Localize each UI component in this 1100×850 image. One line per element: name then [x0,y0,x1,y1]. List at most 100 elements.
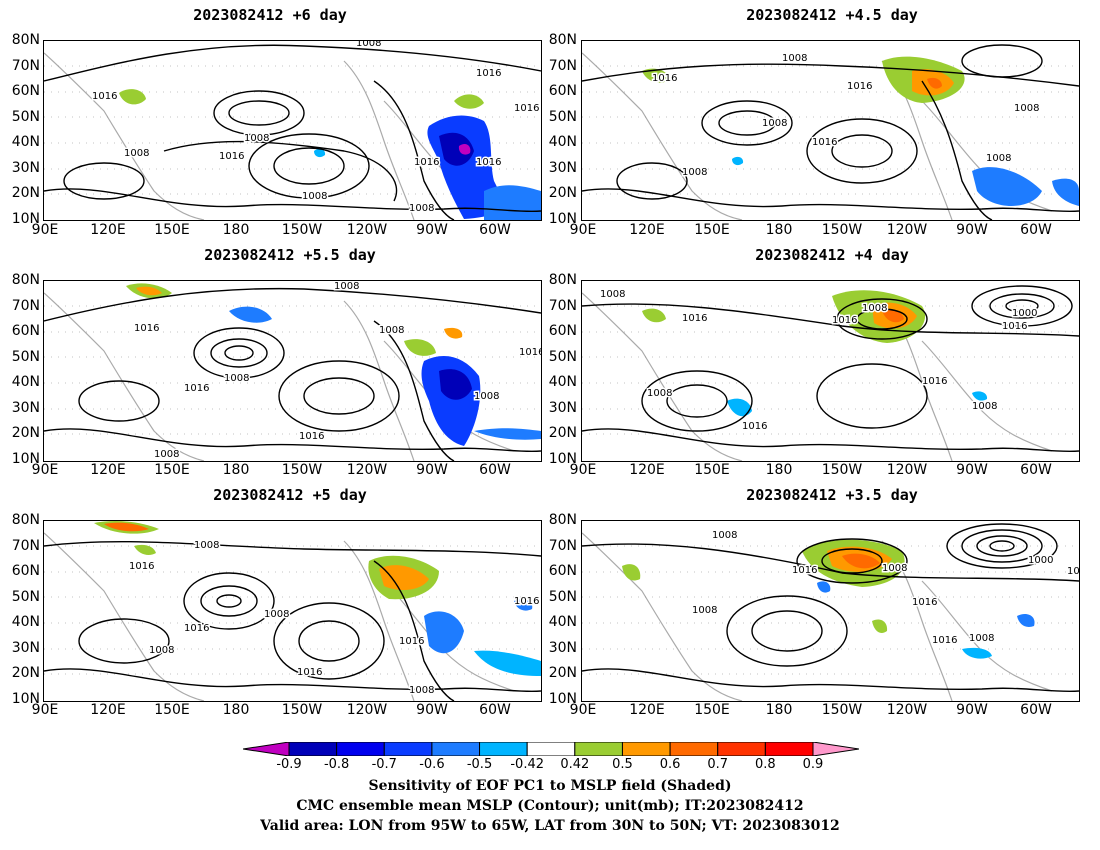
contour-label: 1016 [184,623,209,634]
contour-label: 1000 [1028,555,1053,566]
lon-label: 180 [222,222,250,238]
contour-label: 1016 [414,157,439,168]
colorbar-segment [243,742,290,756]
sensitivity-shading [642,290,988,417]
contour-label: 1016 [184,383,209,394]
lat-label: 10N [548,691,577,707]
contour-label: 1008 [244,133,269,144]
contour-label: 1016 [129,561,154,572]
contour-label: 1008 [124,148,149,159]
lat-label: 50N [548,109,577,125]
lat-label: 20N [548,425,577,441]
colorbar-tick-label: 0.9 [802,757,824,772]
lat-label: 20N [11,665,40,681]
contour-label: 1016 [219,151,244,162]
contour-label: 1008 [194,540,219,551]
mslp-contours [44,44,541,220]
lon-label: 180 [222,702,250,718]
contour-label: 1008 [356,41,381,49]
lon-label: 180 [765,702,793,718]
contour-label: 1016 [299,431,324,442]
lon-label: 60W [479,702,511,718]
lon-label: 90E [569,222,597,238]
lat-label: 50N [11,349,40,365]
colorbar [243,742,859,756]
lon-label: 90W [416,702,448,718]
lat-label: 30N [548,160,577,176]
lat-label: 50N [548,349,577,365]
sensitivity-shading [119,89,541,220]
lat-label: 30N [11,160,40,176]
mslp-contours [582,285,1079,453]
contour-label: 1008 [986,153,1011,164]
lat-label: 30N [11,400,40,416]
contour-label: 1008 [409,203,434,214]
colorbar-segment [574,742,623,756]
panel-title-5p5day: 2023082412 +5.5 day [204,246,376,264]
lat-label: 80N [548,32,577,48]
lat-label: 30N [548,400,577,416]
caption-line-1: Sensitivity of EOF PC1 to MSLP field (Sh… [368,778,732,794]
lat-label: 20N [11,185,40,201]
lat-label: 70N [548,538,577,554]
lon-label: 60W [1020,222,1052,238]
lat-label: 60N [11,83,40,99]
sensitivity-shading [94,521,541,676]
lon-label: 150E [694,702,730,718]
colorbar-segment [383,742,433,756]
contour-label: 1016 [922,376,947,387]
contour-label: 1016 [514,103,539,114]
contour-label: 1016 [832,315,857,326]
lon-label: 120W [346,702,388,718]
contour-label: 1008 [264,609,289,620]
contour-label: 1000 [1012,308,1037,319]
lon-label: 150E [154,702,190,718]
colorbar-segment [479,742,528,756]
colorbar-tick-label: 0.7 [707,757,729,772]
contour-label: 1016 [297,667,322,678]
lat-label: 40N [548,134,577,150]
map-panel-4day: 1008 1016 1008 1016 1000 1016 1008 1016 1016 1008 [581,280,1080,462]
contour-label: 1008 [682,167,707,178]
lon-label: 150E [154,462,190,478]
lon-label: 180 [765,222,793,238]
colorbar-tick-label: 0.5 [612,757,633,772]
mslp-contours [582,523,1079,693]
lat-label: 80N [548,512,577,528]
contour-label: 1008 [862,303,887,314]
colorbar-segment [526,742,576,756]
lon-label: 120W [346,222,388,238]
contour-label: 1016 [476,157,501,168]
sensitivity-shading [126,283,541,446]
lon-label: 180 [222,462,250,478]
map-panel-5p5day: 1008 1016 1008 1016 1016 1008 1016 1008 1008 [43,280,542,462]
contour-label: 1016 [932,635,957,646]
colorbar-segment [764,742,814,756]
lon-label: 90E [31,222,59,238]
colorbar-tick-label: -0.5 [466,757,493,772]
panel-title-3p5day: 2023082412 +3.5 day [746,486,918,504]
map-svg: 1008 1016 1016 1008 1016 1008 1008 1008 [582,44,1079,220]
lon-label: 90W [956,462,988,478]
lon-label: 90E [31,702,59,718]
lat-label: 20N [548,665,577,681]
map-panel-6day: 1008 1016 1008 1008 1016 1016 1016 1008 1008 1016… [43,40,542,221]
contour-label: 1016 [742,421,767,432]
lat-label: 60N [548,323,577,339]
lat-label: 80N [11,512,40,528]
map-panel-4p5day: 1008 1016 1016 1008 1016 1008 1008 1008 [581,40,1080,221]
lat-label: 20N [548,185,577,201]
contour-label: 1008 [149,645,174,656]
lat-label: 70N [11,298,40,314]
contour-label: 1008 [302,191,327,202]
lon-label: 60W [479,222,511,238]
lon-label: 60W [479,462,511,478]
contour-label: 1008 [882,563,907,574]
contour-label: 1008 [409,685,434,696]
map-svg: 1008 1016 1008 1016 1008 1016 1016 1008 1016 [44,521,541,701]
lat-label: 60N [548,563,577,579]
lon-label: 120W [886,222,928,238]
lat-label: 30N [548,640,577,656]
lon-label: 150E [694,462,730,478]
lat-label: 40N [11,374,40,390]
